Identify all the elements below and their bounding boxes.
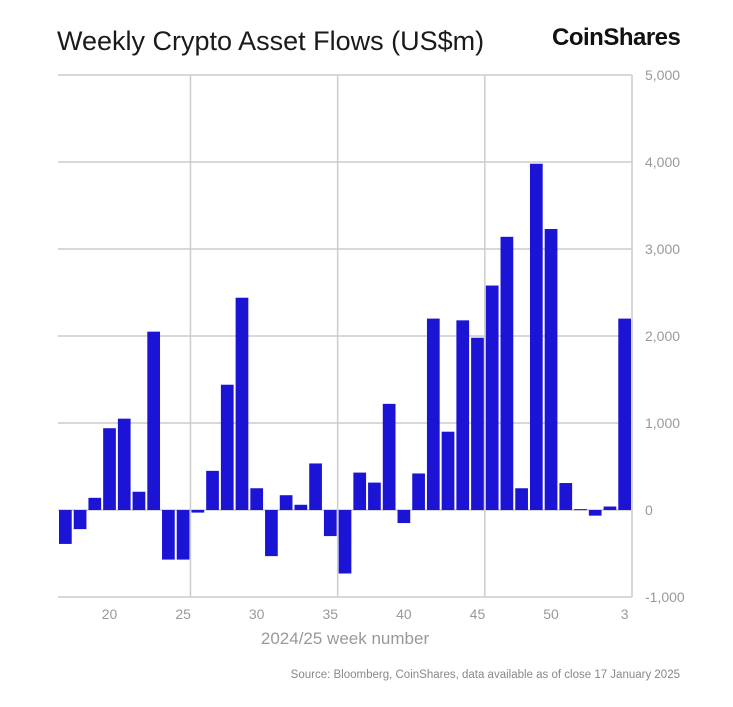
y-tick-label: 3,000 [645,241,680,257]
bar-week-38 [368,482,381,510]
y-tick-label: 2,000 [645,328,680,344]
x-axis-ticks: 20 25 30 35 40 45 50 3 [102,606,629,622]
bar-week-35 [323,510,337,537]
bar-week-26 [191,510,205,513]
x-tick-label: 20 [102,606,118,622]
bar-week-28 [220,384,234,510]
bar-week-39 [382,403,396,510]
y-tick-label: 4,000 [645,154,680,170]
bar-week-49 [529,163,543,511]
y-tick-label: -1,000 [645,589,685,605]
bar-week-47 [500,236,514,510]
bar-week-23 [147,331,161,510]
x-tick-label: 3 [621,606,629,622]
bar-week-51 [559,483,573,510]
x-tick-label: 25 [175,606,191,622]
bar-week-1 [588,510,602,516]
x-tick-label: 35 [322,606,338,622]
bar-week-46 [485,285,499,510]
bar-week-24 [162,510,175,560]
bar-week-2 [603,506,617,510]
y-tick-label: 5,000 [645,67,680,83]
bar-week-31 [265,510,278,557]
bar-week-42 [426,318,440,510]
y-tick-label: 0 [645,502,653,518]
bar-week-20 [103,428,116,510]
x-tick-label: 30 [249,606,265,622]
bar-week-27 [206,470,219,510]
chart-title: Weekly Crypto Asset Flows (US$m) [57,26,485,56]
x-tick-label: 40 [396,606,412,622]
bar-week-37 [353,472,367,510]
x-axis-label: 2024/25 week number [261,629,430,648]
bar-week-33 [294,504,308,510]
y-axis-ticks: 5,000 4,000 3,000 2,000 1,000 0 -1,000 [645,67,685,605]
bar-week-36 [338,510,352,574]
bar-week-29 [235,297,249,510]
bar-week-45 [471,337,484,510]
bar-week-25 [176,510,190,560]
bar-week-22 [132,491,146,510]
x-tick-label: 45 [470,606,486,622]
bar-week-18 [73,510,87,530]
bar-week-32 [279,495,293,510]
bar-week-30 [250,488,264,510]
bar-week-21 [117,418,131,510]
bar-week-43 [441,431,455,510]
bar-week-44 [456,320,470,510]
bar-week-34 [309,463,322,510]
bars [59,163,631,574]
bar-week-3 [618,318,631,510]
bar-week-40 [397,510,411,524]
bar-week-41 [412,473,425,510]
bar-week-52 [574,509,587,511]
coinshares-logo: CoinShares [552,24,681,51]
x-tick-label: 50 [543,606,559,622]
bar-week-17 [59,510,72,544]
source-note: Source: Bloomberg, CoinShares, data avai… [290,669,680,681]
bar-week-19 [88,497,102,510]
bar-week-48 [515,488,528,510]
y-tick-label: 1,000 [645,415,680,431]
bar-week-50 [544,228,558,511]
